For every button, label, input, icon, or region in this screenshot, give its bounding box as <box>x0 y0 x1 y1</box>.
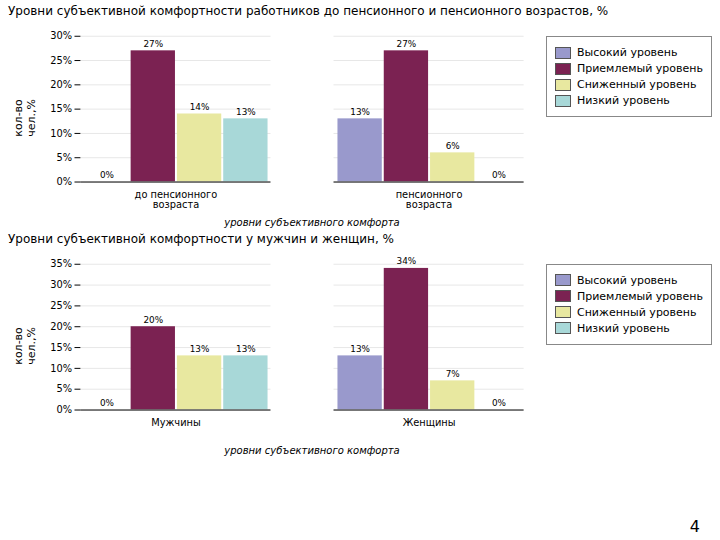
html-text:Уровни субъективной комфортнос: Уровни субъективной комфортности у мужчи… <box>8 232 394 246</box>
svg-text:13%: 13% <box>351 344 371 354</box>
svg-text:пенсионноговозраста: пенсионноговозраста <box>396 189 463 210</box>
svg-text:0%: 0% <box>57 404 73 415</box>
svg-text:Женщины: Женщины <box>403 417 456 428</box>
svg-text:0%: 0% <box>57 176 73 187</box>
svg-text:10%: 10% <box>51 363 73 374</box>
html-text:кол-во чел.,%: кол-во чел.,% <box>11 327 38 365</box>
svg-text:0%: 0% <box>100 170 114 180</box>
html-text:кол-во чел.,%: кол-во чел.,% <box>11 99 38 137</box>
svg-text:10%: 10% <box>51 128 73 139</box>
html-text:Высокий уровень: Высокий уровень <box>577 274 678 287</box>
html-text:Низкий уровень: Низкий уровень <box>577 322 670 335</box>
svg-text:13%: 13% <box>237 107 257 117</box>
svg-text:5%: 5% <box>57 152 73 163</box>
svg-text:20%: 20% <box>51 79 73 90</box>
svg-text:20%: 20% <box>144 315 164 325</box>
svg-text:до пенсионноговозраста: до пенсионноговозраста <box>135 189 218 210</box>
svg-text:13%: 13% <box>237 344 257 354</box>
html-text:Низкий уровень: Низкий уровень <box>577 94 670 107</box>
svg-text:0%: 0% <box>492 170 506 180</box>
svg-text:20%: 20% <box>51 321 73 332</box>
svg-text:34%: 34% <box>397 256 417 266</box>
svg-text:7%: 7% <box>446 369 460 379</box>
svg-text:35%: 35% <box>51 258 73 269</box>
svg-text:13%: 13% <box>190 344 210 354</box>
html-text:Уровни субъективной комфортнос: Уровни субъективной комфортности работни… <box>8 4 609 18</box>
svg-text:15%: 15% <box>51 342 73 353</box>
svg-text:30%: 30% <box>51 279 73 290</box>
svg-text:0%: 0% <box>492 398 506 408</box>
svg-text:5%: 5% <box>57 383 73 394</box>
svg-text:0%: 0% <box>100 398 114 408</box>
html-text:Высокий уровень: Высокий уровень <box>577 46 678 59</box>
svg-text:30%: 30% <box>51 30 73 41</box>
svg-text:27%: 27% <box>397 39 417 49</box>
html-text:Приемлемый уровень: Приемлемый уровень <box>577 290 703 303</box>
svg-text:14%: 14% <box>190 102 210 112</box>
html-text:Сниженный уровень: Сниженный уровень <box>577 306 697 319</box>
html-text:4: 4 <box>689 517 700 536</box>
svg-text:25%: 25% <box>51 55 73 66</box>
svg-text:15%: 15% <box>51 103 73 114</box>
svg-text:13%: 13% <box>351 107 371 117</box>
svg-text:25%: 25% <box>51 300 73 311</box>
html-text:Приемлемый уровень: Приемлемый уровень <box>577 62 703 75</box>
svg-text:27%: 27% <box>144 39 164 49</box>
html-text:уровни субъективного комфорта: уровни субъективного комфорта <box>224 217 400 228</box>
html-text:уровни субъективного комфорта: уровни субъективного комфорта <box>224 445 400 456</box>
html-text:Сниженный уровень: Сниженный уровень <box>577 78 697 91</box>
svg-text:6%: 6% <box>446 141 460 151</box>
svg-text:Мужчины: Мужчины <box>152 417 202 428</box>
